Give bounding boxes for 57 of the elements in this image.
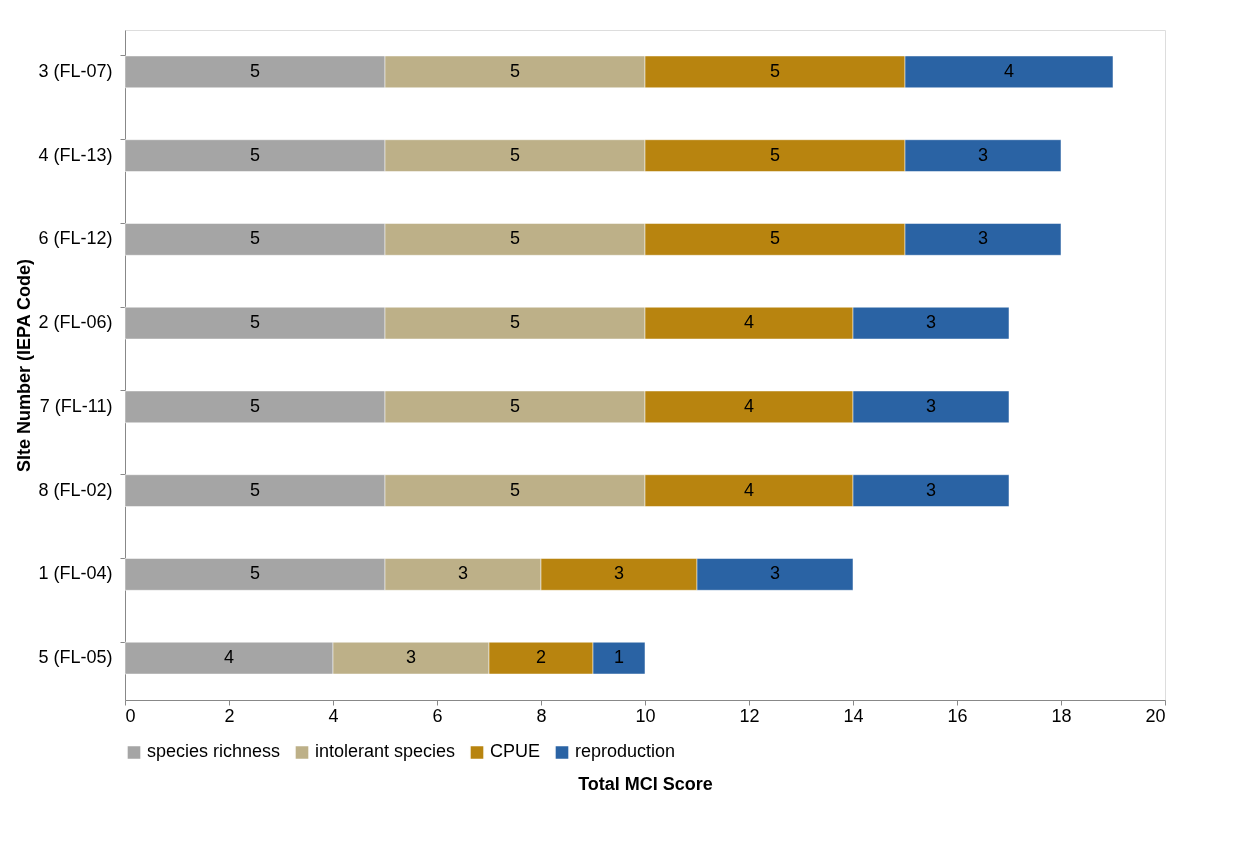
data-label: 5 (249, 395, 261, 416)
x-tick-label: 18 (1051, 705, 1072, 726)
data-label: 3 (925, 479, 937, 500)
legend-label: species richness (147, 741, 281, 762)
x-tick-label: 16 (947, 705, 968, 726)
y-tick-label: 3 (FL-07) (38, 60, 113, 81)
data-label: 2 (535, 647, 547, 668)
data-label: 3 (769, 563, 781, 584)
y-tick-label: 4 (FL-13) (38, 144, 113, 165)
data-label: 5 (249, 60, 261, 81)
data-label: 3 (977, 228, 989, 249)
legend-label: intolerant species (315, 741, 456, 762)
y-tick-label: 6 (FL-12) (38, 228, 113, 249)
data-label: 3 (405, 647, 417, 668)
data-label: 4 (1003, 60, 1015, 81)
data-label: 5 (249, 312, 261, 333)
data-label: 4 (743, 395, 755, 416)
data-label: 4 (223, 647, 235, 668)
data-label: 5 (249, 479, 261, 500)
data-label: 4 (743, 479, 755, 500)
data-label: 5 (249, 144, 261, 165)
data-label: 5 (769, 228, 781, 249)
data-label: 5 (769, 144, 781, 165)
y-axis-title: SIte Number (IEPA Code) (14, 258, 35, 473)
data-label: 5 (249, 228, 261, 249)
data-label: 3 (613, 563, 625, 584)
y-tick-label: 1 (FL-04) (38, 563, 113, 584)
data-label: 1 (613, 647, 625, 668)
y-tick-label: 5 (FL-05) (38, 647, 113, 668)
data-label: 5 (509, 479, 521, 500)
x-tick-label: 8 (536, 705, 547, 726)
data-label: 5 (509, 144, 521, 165)
x-tick-label: 12 (739, 705, 760, 726)
x-tick-label: 0 (125, 705, 136, 726)
data-label: 5 (249, 563, 261, 584)
data-label: 5 (769, 60, 781, 81)
x-axis-title: Total MCI Score (578, 773, 713, 794)
legend-label: reproduction (575, 741, 676, 762)
data-label: 4 (743, 312, 755, 333)
legend-label: CPUE (490, 741, 541, 762)
x-tick-label: 4 (328, 705, 339, 726)
x-tick-label: 6 (432, 705, 443, 726)
data-label: 3 (977, 144, 989, 165)
y-tick-label: 7 (FL-11) (39, 395, 113, 416)
data-label: 3 (457, 563, 469, 584)
data-label: 5 (509, 312, 521, 333)
y-tick-label: 8 (FL-02) (38, 479, 113, 500)
data-label: 3 (925, 312, 937, 333)
data-label: 3 (925, 395, 937, 416)
data-label: 5 (509, 395, 521, 416)
data-label: 5 (509, 60, 521, 81)
x-tick-label: 2 (224, 705, 235, 726)
x-tick-label: 14 (843, 705, 864, 726)
data-label: 5 (509, 228, 521, 249)
x-tick-label: 20 (1145, 705, 1166, 726)
x-tick-label: 10 (635, 705, 656, 726)
y-tick-label: 2 (FL-06) (38, 312, 113, 333)
